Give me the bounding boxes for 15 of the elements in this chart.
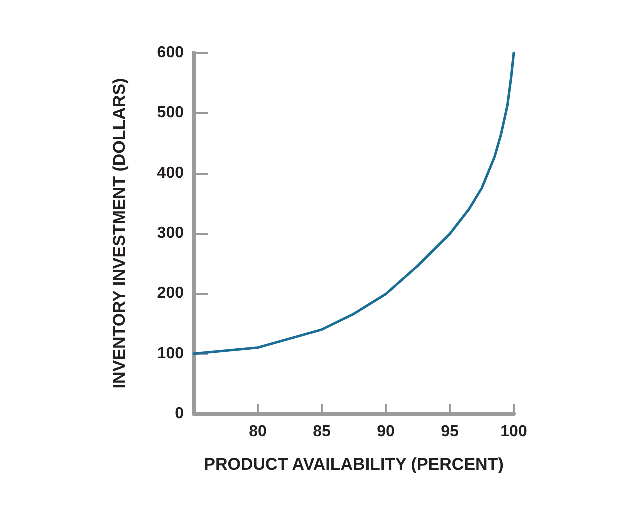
x-tick-label: 80 [249,424,267,440]
y-tick-label: 200 [157,285,184,302]
x-axis-title: PRODUCT AVAILABILITY (PERCENT) [204,455,504,474]
y-tick-label: 400 [157,164,184,182]
y-tick-label: 300 [157,225,184,242]
x-tick-label: 95 [441,424,459,440]
y-tick-label: 600 [157,44,184,62]
line-series [192,52,516,356]
x-tick-label: 85 [313,424,331,440]
y-tick-label: 0 [175,406,184,422]
x-tick-label: 100 [500,424,528,440]
y-axis-title: INVENTORY INVESTMENT (DOLLARS) [110,78,129,389]
x-tick-label: 90 [377,424,395,440]
y-tick-label: 500 [157,104,184,122]
y-tick-label: 100 [157,345,184,362]
